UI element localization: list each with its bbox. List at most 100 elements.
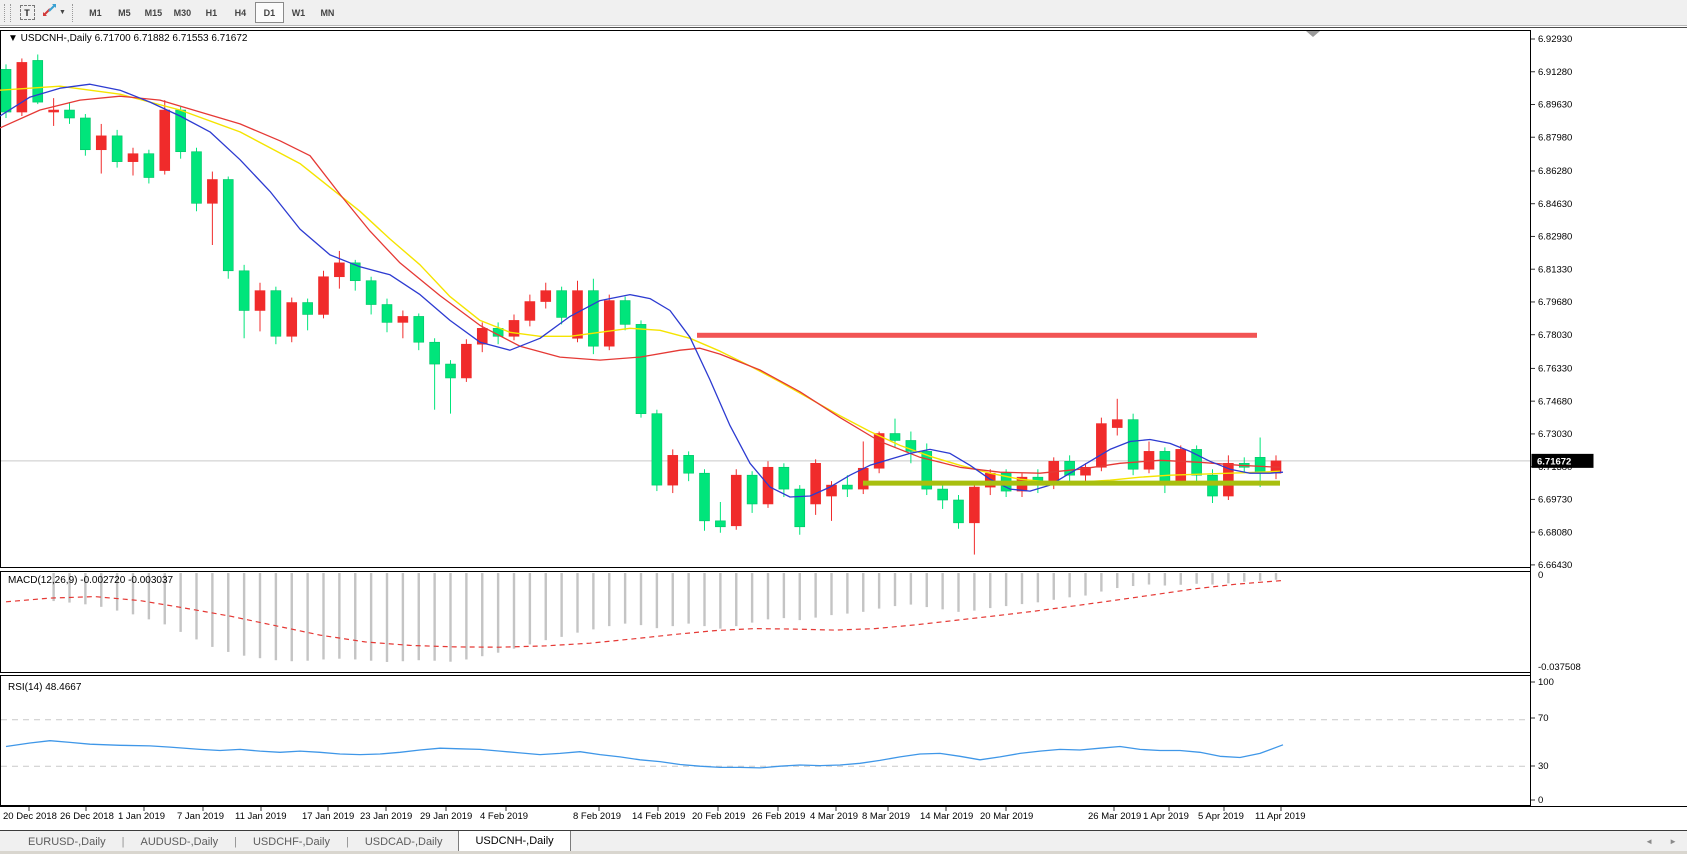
timeframe-button-h1[interactable]: H1 [205, 7, 218, 18]
rsi-panel[interactable]: RSI(14) 48.4667 100 70 30 0 [0, 675, 1554, 807]
candle-body [524, 301, 536, 321]
timeframe-button-w1[interactable]: W1 [291, 7, 306, 18]
candle-body [1254, 457, 1266, 474]
ma-fast-blue-line [0, 83, 1284, 498]
chart-tab-usdcad[interactable]: USDCAD-,Daily [364, 835, 443, 848]
chart-tab-eurusd[interactable]: EURUSD-,Daily [28, 835, 106, 848]
macd-histogram-bar [1084, 573, 1087, 596]
timeframe-button-d1[interactable]: D1 [254, 2, 284, 23]
time-axis-label: 26 Feb 2019 [752, 811, 805, 822]
time-axis-label: 1 Apr 2019 [1143, 811, 1189, 822]
candle-body [556, 290, 567, 318]
chart-tab-usdcnh[interactable]: USDCNH-,Daily [458, 831, 571, 852]
macd-histogram-bar [1036, 573, 1040, 603]
macd-histogram-bar [84, 573, 87, 605]
candle-body [667, 455, 679, 486]
macd-signal-line [5, 579, 1284, 648]
macd-histogram-bar [354, 573, 357, 660]
price-axis-label: 6.73030 [1538, 429, 1572, 440]
candle-body [635, 324, 647, 414]
candle-body [889, 433, 901, 441]
candle-body [1064, 461, 1075, 476]
rsi-scale-label: 0 [1538, 795, 1543, 806]
price-axis-label: 6.89630 [1538, 100, 1572, 111]
resistance-line[interactable] [697, 332, 1257, 338]
tab-scroll-right-icon[interactable]: ► [1669, 837, 1677, 846]
macd-histogram-bar [512, 573, 516, 649]
macd-histogram-bar [1116, 573, 1119, 589]
price-plot[interactable]: ▼ USDCNH-,Daily 6.71700 6.71882 6.71553 … [0, 30, 1531, 568]
candle-body [699, 472, 710, 522]
rsi-scale-label: 100 [1538, 677, 1554, 688]
macd-histogram-bar [846, 573, 849, 614]
timeframe-button-m30[interactable]: M30 [173, 7, 192, 18]
toolbar-separator [71, 3, 77, 22]
macd-histogram-bar [560, 573, 563, 637]
time-axis-label: 8 Feb 2019 [573, 811, 621, 822]
macd-histogram-bar [1211, 573, 1214, 585]
candle-body [842, 484, 853, 490]
macd-histogram-bar [719, 573, 722, 629]
macd-histogram-bar [592, 573, 595, 630]
price-axis-label: 6.84630 [1538, 199, 1572, 210]
timeframe-button-m15[interactable]: M15 [144, 7, 163, 18]
time-axis-label: 5 Apr 2019 [1198, 811, 1244, 822]
price-axis-label: 6.68080 [1538, 527, 1572, 538]
macd-histogram-bar [1052, 573, 1055, 600]
time-axis-label: 20 Mar 2019 [980, 811, 1033, 822]
text-tool-button[interactable]: T [15, 2, 39, 24]
candle-body [381, 304, 393, 323]
time-axis-label: 26 Dec 2018 [60, 811, 114, 822]
candle-body [1175, 449, 1187, 482]
chart-window[interactable]: ▼ USDCNH-,Daily 6.71700 6.71882 6.71553 … [0, 26, 1687, 830]
macd-histogram-bar [496, 573, 500, 653]
ma-mid-red-line [0, 95, 1281, 474]
toolbar-grip[interactable] [4, 3, 11, 22]
tab-scroller: ◄ ► [1645, 831, 1687, 852]
macd-histogram-bar [1227, 573, 1230, 584]
time-axis-label: 4 Feb 2019 [480, 811, 528, 822]
macd-scale-min: -0.037508 [1538, 662, 1581, 673]
candle-body [207, 179, 218, 204]
macd-histogram-bar [417, 573, 420, 661]
candle-body [921, 451, 933, 490]
candle-body [683, 455, 694, 474]
arrange-windows-button[interactable]: ▼ [41, 2, 67, 24]
timeframe-button-m5[interactable]: M5 [118, 7, 131, 18]
macd-histogram-bar [798, 573, 801, 621]
price-axis-label: 6.79680 [1538, 297, 1572, 308]
chart-tab-usdchf[interactable]: USDCHF-,Daily [252, 835, 330, 848]
candle-body [937, 488, 948, 501]
macd-panel[interactable]: MACD(12,26,9) -0.002720 -0.003037 0 -0.037… [0, 570, 1581, 673]
chart-tab-audusd[interactable]: AUDUSD-,Daily [140, 835, 219, 848]
timeframe-button-m1[interactable]: M1 [89, 7, 102, 18]
tab-scroll-left-icon[interactable]: ◄ [1645, 837, 1654, 846]
macd-histogram-bar [989, 573, 992, 609]
tab-separator: | [234, 835, 237, 848]
macd-histogram-bar [1004, 573, 1008, 607]
candle-body [302, 302, 313, 315]
timeframe-button-h4[interactable]: H4 [234, 7, 247, 18]
price-axis-label: 6.82980 [1538, 232, 1572, 243]
time-axis-label: 14 Feb 2019 [632, 811, 685, 822]
candle-body [540, 290, 552, 302]
macd-histogram-bar [163, 573, 166, 625]
candle-body [318, 276, 329, 315]
support-line[interactable] [863, 480, 1280, 486]
macd-scale-zero: 0 [1538, 570, 1543, 581]
candle-body [588, 290, 599, 347]
candle-body [476, 328, 488, 345]
timeframe-button-mn[interactable]: MN [320, 7, 335, 18]
time-axis[interactable]: 20 Dec 2018 26 Dec 2018 1 Jan 2019 7 Jan 20… [0, 806, 1687, 823]
macd-histogram-bar [449, 573, 452, 662]
macd-histogram-bar [941, 573, 944, 610]
price-axis[interactable]: 6.92930 6.91280 6.89630 6.87980 6.86280 6.846… [1530, 30, 1594, 806]
candle-body [905, 440, 917, 452]
macd-label: MACD(12,26,9) -0.002720 -0.003037 [8, 575, 174, 586]
quick-nav-collapse-icon[interactable] [1306, 31, 1320, 37]
macd-histogram-bar [893, 573, 897, 607]
candle-body [191, 151, 202, 204]
candle-body [80, 117, 91, 151]
time-axis-label: 20 Dec 2018 [3, 811, 57, 822]
